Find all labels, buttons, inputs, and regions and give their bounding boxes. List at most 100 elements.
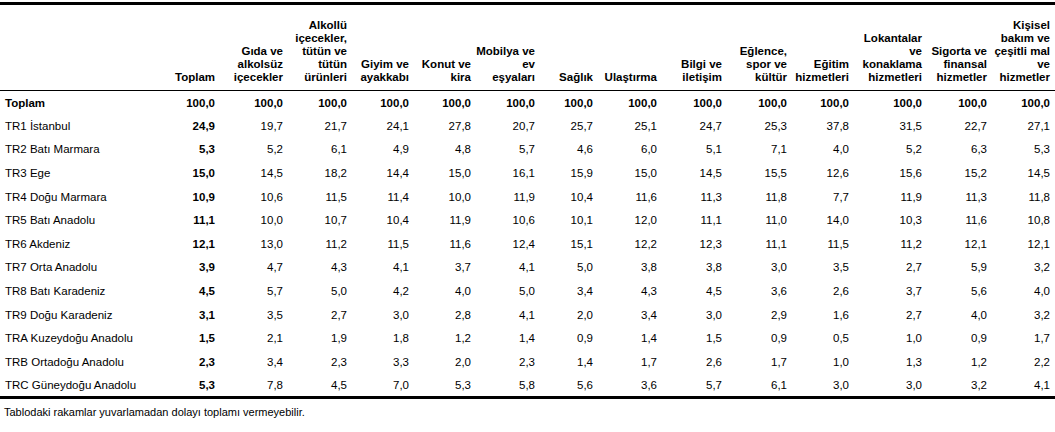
cell: 15,0 — [175, 161, 220, 185]
cell: 4,1 — [476, 256, 540, 280]
cell: 1,2 — [927, 350, 992, 374]
cell: 7,7 — [792, 185, 854, 209]
cell: 15,0 — [414, 161, 476, 185]
cell: 2,9 — [727, 303, 792, 327]
cell: 3,2 — [992, 256, 1055, 280]
cell: 1,2 — [414, 326, 476, 350]
cell: 24,7 — [662, 114, 727, 138]
cell: 3,0 — [792, 374, 854, 398]
row-label: TR5 Batı Anadolu — [0, 208, 175, 232]
cell: 12,2 — [598, 232, 662, 256]
table-row: TR3 Ege15,014,518,214,415,016,115,915,01… — [0, 161, 1055, 185]
row-label: Toplam — [0, 91, 175, 115]
cell: 6,1 — [288, 138, 352, 162]
row-label: TR2 Batı Marmara — [0, 138, 175, 162]
cell: 4,1 — [992, 374, 1055, 398]
cell: 2,6 — [662, 350, 727, 374]
cell: 14,4 — [352, 161, 414, 185]
cell: 2,7 — [288, 303, 352, 327]
cell: 14,0 — [792, 208, 854, 232]
cell: 11,9 — [414, 208, 476, 232]
table-row: TR1 İstanbul24,919,721,724,127,820,725,7… — [0, 114, 1055, 138]
cell: 11,9 — [476, 185, 540, 209]
cell: 12,0 — [598, 208, 662, 232]
cell: 100,0 — [414, 91, 476, 115]
cell: 1,9 — [288, 326, 352, 350]
cell: 1,5 — [662, 326, 727, 350]
column-header: Konut ve kira — [414, 4, 476, 91]
cell: 11,1 — [662, 208, 727, 232]
cell: 3,2 — [992, 303, 1055, 327]
cell: 5,7 — [220, 279, 288, 303]
cell: 2,6 — [792, 279, 854, 303]
cell: 10,3 — [854, 208, 927, 232]
cell: 10,4 — [540, 185, 598, 209]
table-header: ToplamGıda ve alkolsüz içeceklerAlkollü … — [0, 4, 1055, 91]
cell: 2,3 — [476, 350, 540, 374]
cell: 11,1 — [175, 208, 220, 232]
row-label: TRB Ortadoğu Anadolu — [0, 350, 175, 374]
column-header: Toplam — [175, 4, 220, 91]
cell: 11,9 — [854, 185, 927, 209]
cell: 1,4 — [476, 326, 540, 350]
table-row: TR4 Doğu Marmara10,910,611,511,410,011,9… — [0, 185, 1055, 209]
cell: 100,0 — [792, 91, 854, 115]
cell: 1,7 — [727, 350, 792, 374]
cell: 2,0 — [540, 303, 598, 327]
cell: 2,7 — [854, 256, 927, 280]
cell: 3,7 — [854, 279, 927, 303]
cell: 5,0 — [540, 256, 598, 280]
cell: 11,2 — [288, 232, 352, 256]
row-label: TR6 Akdeniz — [0, 232, 175, 256]
cell: 5,9 — [927, 256, 992, 280]
cell: 25,1 — [598, 114, 662, 138]
table-row: TR6 Akdeniz12,113,011,211,511,612,415,11… — [0, 232, 1055, 256]
cell: 5,3 — [414, 374, 476, 398]
cell: 4,9 — [352, 138, 414, 162]
cell: 4,0 — [414, 279, 476, 303]
cell: 3,1 — [175, 303, 220, 327]
table-body: Toplam100,0100,0100,0100,0100,0100,0100,… — [0, 91, 1055, 398]
cell: 12,1 — [992, 232, 1055, 256]
row-label: TR8 Batı Karadeniz — [0, 279, 175, 303]
cell: 10,1 — [540, 208, 598, 232]
cell: 27,8 — [414, 114, 476, 138]
cell: 11,6 — [598, 185, 662, 209]
cell: 5,0 — [288, 279, 352, 303]
cell: 100,0 — [175, 91, 220, 115]
cell: 3,0 — [662, 303, 727, 327]
cell: 11,2 — [854, 232, 927, 256]
cell: 5,2 — [220, 138, 288, 162]
cell: 0,5 — [792, 326, 854, 350]
cell: 10,4 — [352, 208, 414, 232]
column-header: Eğlence, spor ve kültür — [727, 4, 792, 91]
cell: 12,1 — [175, 232, 220, 256]
cell: 11,6 — [927, 208, 992, 232]
cell: 3,3 — [352, 350, 414, 374]
statistical-table-page: ToplamGıda ve alkolsüz içeceklerAlkollü … — [0, 0, 1055, 432]
cell: 6,3 — [927, 138, 992, 162]
cell: 15,6 — [854, 161, 927, 185]
cell: 15,5 — [727, 161, 792, 185]
cell: 100,0 — [662, 91, 727, 115]
cell: 5,8 — [476, 374, 540, 398]
cell: 4,3 — [288, 256, 352, 280]
column-header: Giyim ve ayakkabı — [352, 4, 414, 91]
cell: 3,8 — [598, 256, 662, 280]
cell: 100,0 — [476, 91, 540, 115]
column-header: Sigorta ve finansal hizmetler — [927, 4, 992, 91]
row-label-column-header — [0, 4, 175, 91]
cell: 24,1 — [352, 114, 414, 138]
cell: 12,3 — [662, 232, 727, 256]
cell: 1,7 — [992, 326, 1055, 350]
cell: 15,2 — [927, 161, 992, 185]
cell: 100,0 — [598, 91, 662, 115]
cell: 1,0 — [854, 326, 927, 350]
cell: 19,7 — [220, 114, 288, 138]
cell: 3,6 — [727, 279, 792, 303]
cell: 10,0 — [220, 208, 288, 232]
cell: 5,0 — [476, 279, 540, 303]
cell: 4,5 — [288, 374, 352, 398]
cell: 2,3 — [175, 350, 220, 374]
cell: 7,1 — [727, 138, 792, 162]
